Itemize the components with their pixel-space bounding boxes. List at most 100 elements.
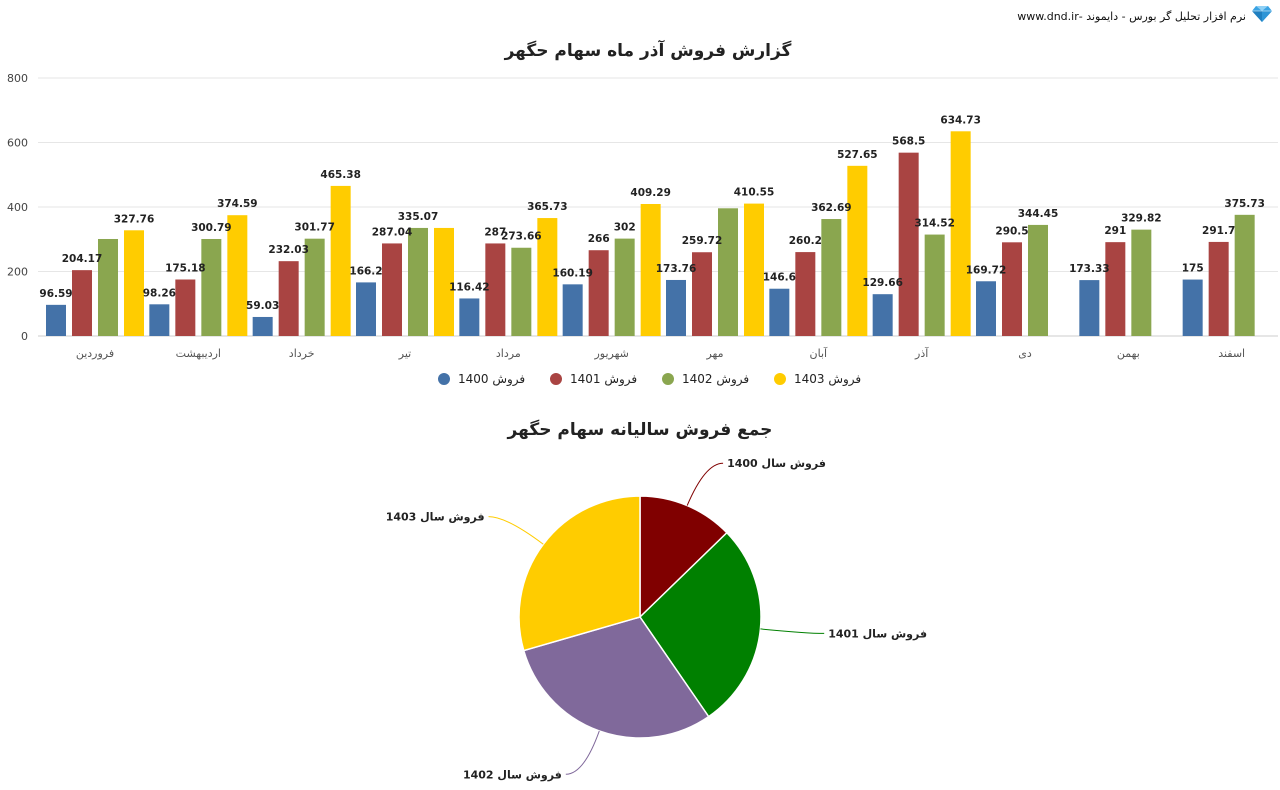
- bar-data-label: 287: [484, 226, 506, 238]
- bar-data-label: 259.72: [682, 235, 723, 247]
- brand-text: نرم افزار تحلیل گر بورس - دایموند -www.d…: [1017, 9, 1246, 23]
- bar: [356, 282, 376, 336]
- bar-data-label: 634.73: [940, 114, 981, 126]
- bar-data-label: 291: [1104, 225, 1126, 237]
- bar: [149, 304, 170, 336]
- y-tick-label: 0: [21, 330, 28, 343]
- legend-label: فروش 1403: [794, 372, 861, 387]
- bar: [304, 238, 325, 336]
- x-tick-label: خرداد: [289, 347, 315, 360]
- bar-data-label: 266: [588, 233, 610, 245]
- bar-data-label: 290.5: [995, 225, 1028, 237]
- bar-data-label: 329.82: [1121, 213, 1162, 225]
- bar: [175, 279, 196, 336]
- bar-data-label: 98.26: [143, 287, 176, 299]
- bar: [408, 227, 428, 336]
- bar: [1234, 214, 1255, 336]
- bar: [98, 238, 118, 336]
- bar: [201, 238, 222, 336]
- bar-data-label: 273.66: [501, 231, 542, 243]
- bar: [459, 298, 480, 336]
- bar: [252, 316, 273, 336]
- diamond-icon: [1252, 5, 1272, 27]
- yearly-sales-pie-chart: جمع فروش سالیانه سهام حگهر فروش سال 1400…: [386, 419, 927, 781]
- bar: [124, 230, 144, 336]
- pie-slice: [522, 616, 710, 739]
- bar-data-label: 291.7: [1202, 225, 1235, 237]
- bar: [588, 250, 609, 336]
- pie-leader-line: [488, 516, 544, 545]
- bar-data-label: 374.59: [217, 198, 258, 210]
- x-tick-label: آبان: [810, 346, 828, 360]
- bar-data-label: 327.76: [114, 213, 155, 225]
- bar: [382, 243, 402, 336]
- bar-data-label: 175: [1182, 263, 1204, 275]
- bar: [330, 185, 351, 336]
- bar: [898, 152, 919, 336]
- bar-data-label: 365.73: [527, 201, 568, 213]
- pie-leader-line: [760, 628, 825, 634]
- pie-slice-label: فروش سال 1402: [463, 768, 562, 781]
- bar: [1182, 279, 1203, 336]
- bar-data-label: 146.6: [763, 272, 796, 284]
- bar-data-label: 409.29: [630, 187, 671, 199]
- x-tick-label: شهریور: [593, 347, 628, 360]
- pie-leader-line: [686, 462, 724, 506]
- bar-data-label: 314.52: [914, 218, 955, 230]
- legend-label: فروش 1400: [458, 372, 525, 387]
- bar-data-label: 173.76: [656, 263, 697, 275]
- legend-marker: [438, 373, 450, 385]
- pie-slice: [639, 495, 728, 619]
- legend-marker: [774, 373, 786, 385]
- bar-data-label: 116.42: [449, 281, 490, 293]
- bar: [718, 208, 738, 336]
- bar: [1079, 280, 1100, 336]
- x-tick-label: اسفند: [1218, 347, 1245, 360]
- bar: [872, 294, 893, 336]
- bar: [227, 215, 248, 336]
- bar: [278, 261, 299, 336]
- x-tick-label: مرداد: [496, 347, 521, 360]
- x-tick-label: دی: [1018, 347, 1032, 360]
- bar: [562, 284, 583, 336]
- bar-data-label: 160.19: [552, 267, 593, 279]
- brand-header: نرم افزار تحلیل گر بورس - دایموند -www.d…: [1017, 6, 1272, 26]
- x-tick-label: تیر: [398, 347, 411, 360]
- bar: [666, 279, 686, 336]
- bar-data-label: 375.73: [1224, 198, 1265, 210]
- bar: [537, 218, 558, 336]
- bar: [692, 252, 712, 336]
- monthly-sales-bar-chart: گزارش فروش آذر ماه سهام حگهر 0 200 400 600 8…: [7, 39, 1278, 387]
- bar: [1028, 224, 1048, 336]
- bar: [769, 288, 790, 336]
- bar: [511, 247, 532, 336]
- bar: [1208, 241, 1229, 336]
- y-tick-label: 200: [7, 266, 28, 279]
- legend-label: فروش 1402: [682, 372, 749, 387]
- bar-data-label: 204.17: [62, 253, 103, 265]
- bar: [1105, 242, 1126, 336]
- x-tick-label: بهمن: [1117, 347, 1140, 360]
- legend-marker: [550, 373, 562, 385]
- bar-data-label: 287.04: [372, 226, 413, 238]
- bar: [795, 252, 816, 336]
- bar-data-label: 335.07: [398, 211, 439, 223]
- bar-data-label: 362.69: [811, 202, 852, 214]
- bar-data-label: 302: [614, 222, 636, 234]
- bar: [1002, 242, 1022, 336]
- bar-data-label: 300.79: [191, 222, 232, 234]
- bar-data-label: 59.03: [246, 300, 279, 312]
- x-tick-label: آذر: [914, 346, 929, 360]
- bar: [46, 304, 66, 336]
- bar: [614, 238, 635, 336]
- bar: [434, 227, 454, 336]
- y-tick-label: 400: [7, 201, 28, 214]
- bar: [72, 270, 92, 336]
- legend-marker: [662, 373, 674, 385]
- bar-data-label: 260.2: [789, 235, 822, 247]
- bar-data-label: 175.18: [165, 263, 206, 275]
- pie-slice: [639, 531, 762, 718]
- bar: [821, 219, 842, 336]
- pie-chart-title: جمع فروش سالیانه سهام حگهر: [507, 419, 773, 440]
- bar-chart-title: گزارش فروش آذر ماه سهام حگهر: [504, 39, 792, 61]
